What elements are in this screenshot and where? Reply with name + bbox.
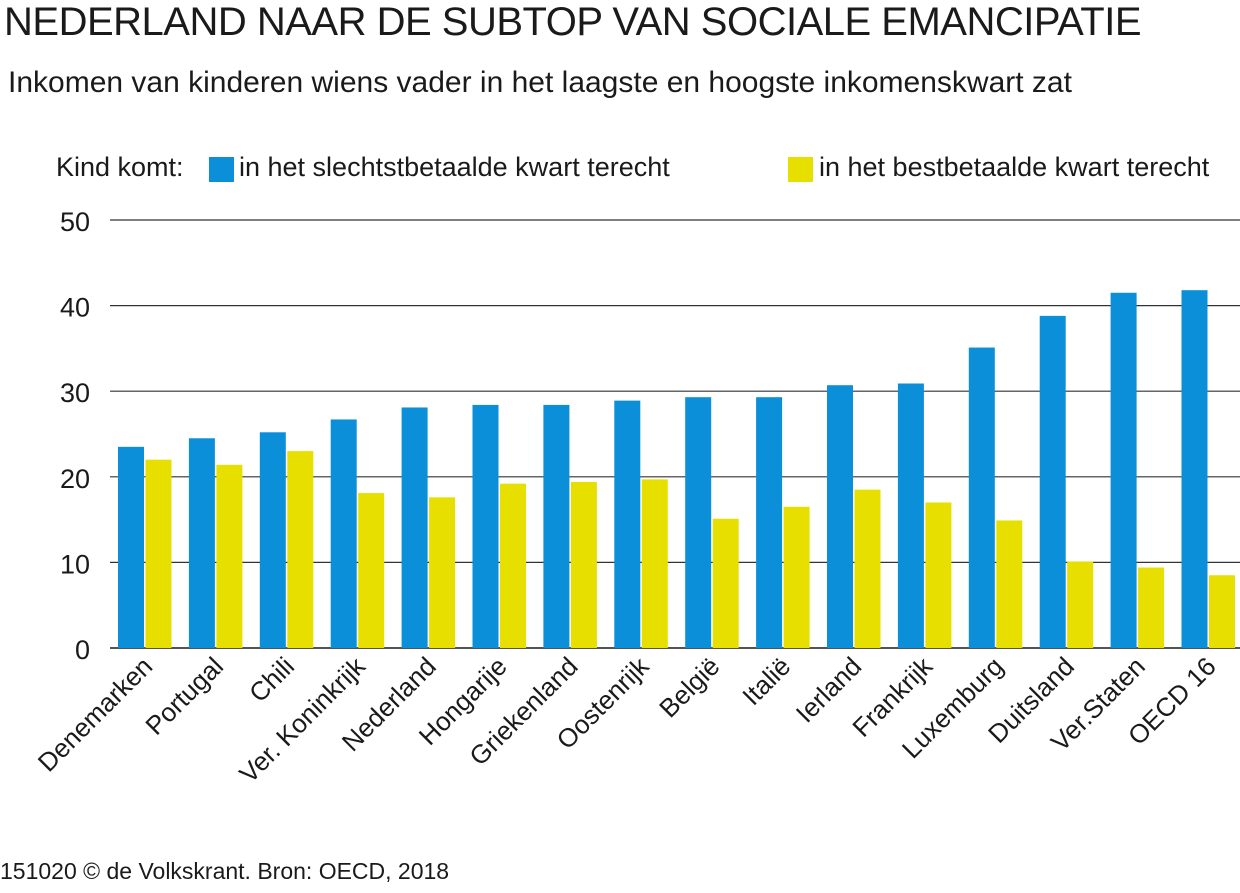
bar-lowest-quartile xyxy=(543,404,570,648)
y-tick-label: 30 xyxy=(60,378,90,408)
bar-lowest-quartile xyxy=(330,419,357,648)
chart-subtitle: Inkomen van kinderen wiens vader in het … xyxy=(8,66,1072,99)
legend-label-low: in het slechtstbetaalde kwart terecht xyxy=(239,152,670,182)
y-tick-label: 20 xyxy=(60,464,90,494)
bar-lowest-quartile xyxy=(756,397,783,648)
legend-prefix: Kind komt: xyxy=(56,152,184,182)
bar-lowest-quartile xyxy=(401,407,428,648)
bar-highest-quartile xyxy=(1209,575,1235,648)
bar-lowest-quartile xyxy=(118,446,144,648)
bar-highest-quartile xyxy=(216,464,243,648)
bar-highest-quartile xyxy=(854,489,881,648)
bar-lowest-quartile xyxy=(685,397,712,648)
bar-highest-quartile xyxy=(1138,567,1165,648)
bar-highest-quartile xyxy=(429,497,456,648)
source-credit: 151020 © de Volkskrant. Bron: OECD, 2018 xyxy=(0,858,450,884)
bar-highest-quartile xyxy=(925,502,952,648)
bar-highest-quartile xyxy=(1067,561,1094,648)
bar-highest-quartile xyxy=(145,459,172,648)
x-tick-label: Portugal xyxy=(139,651,229,741)
chart-title: NEDERLAND NAAR DE SUBTOP VAN SOCIALE EMA… xyxy=(4,0,1142,44)
x-tick-label: Italië xyxy=(736,651,796,711)
y-tick-label: 0 xyxy=(75,635,90,665)
legend: Kind komt: in het slechtstbetaalde kwart… xyxy=(56,152,1240,188)
bar-highest-quartile xyxy=(712,518,739,648)
bar-lowest-quartile xyxy=(897,383,924,648)
bar-lowest-quartile xyxy=(827,385,853,648)
x-tick-label: Denemarken xyxy=(32,651,158,777)
bar-highest-quartile xyxy=(996,520,1023,648)
bar-highest-quartile xyxy=(358,493,385,648)
bar-lowest-quartile xyxy=(1110,292,1137,648)
bar-lowest-quartile xyxy=(968,347,995,648)
legend-swatch-low xyxy=(209,157,234,182)
bar-lowest-quartile xyxy=(614,400,641,648)
bar-highest-quartile xyxy=(783,506,810,648)
bar-highest-quartile xyxy=(570,481,597,648)
bar-highest-quartile xyxy=(287,451,314,648)
y-tick-label: 50 xyxy=(60,207,90,237)
bar-highest-quartile xyxy=(500,483,526,648)
x-tick-label: Chili xyxy=(243,651,300,708)
legend-swatch-high xyxy=(788,157,813,182)
y-tick-label: 10 xyxy=(60,549,90,579)
x-tick-label: België xyxy=(653,651,725,723)
bar-lowest-quartile xyxy=(259,432,286,648)
bar-lowest-quartile xyxy=(1039,315,1066,648)
legend-label-high: in het bestbetaalde kwart terecht xyxy=(819,152,1210,182)
bar-lowest-quartile xyxy=(188,438,215,648)
y-tick-label: 40 xyxy=(60,293,90,323)
bar-lowest-quartile xyxy=(472,404,499,648)
bar-highest-quartile xyxy=(641,479,668,648)
bar-lowest-quartile xyxy=(1181,290,1208,648)
